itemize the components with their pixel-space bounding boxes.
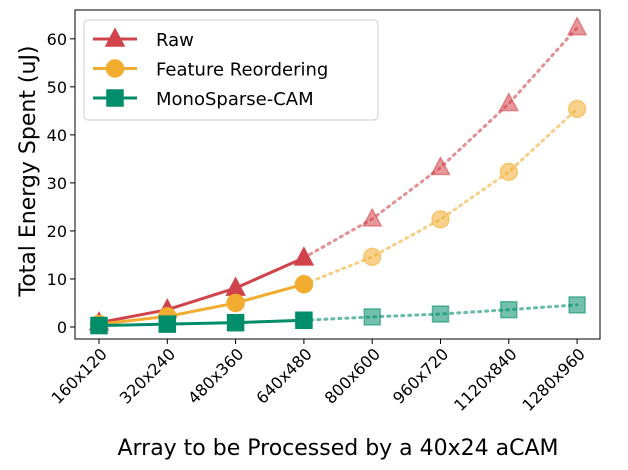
x-tick-label: 480x360	[184, 344, 247, 407]
series-raw-line	[98, 256, 305, 325]
x-tick-label: 160x120	[48, 344, 111, 407]
series-raw-point	[293, 246, 315, 266]
series-monosparse-cam-point	[500, 300, 518, 319]
y-tick-label: 40	[47, 126, 67, 145]
series-monosparse-cam-point	[90, 316, 108, 335]
series-feature-reordering-projected-line	[302, 107, 579, 286]
series-monosparse-cam-point	[431, 305, 450, 323]
series-feature-reordering-point	[294, 274, 314, 294]
y-tick-label: 20	[47, 222, 67, 241]
legend-feature-reordering-marker	[105, 59, 125, 78]
series-monosparse-cam-point	[226, 313, 245, 332]
legend-monosparse-cam-label: MonoSparse-CAM	[156, 89, 314, 110]
series-feature-reordering-point	[226, 293, 245, 313]
x-tick-label: 1280x960	[518, 344, 589, 415]
series-monosparse-cam-point	[295, 311, 313, 330]
y-tick-label: 50	[47, 78, 67, 97]
series-feature-reordering-point	[431, 210, 450, 229]
plot-frame	[74, 9, 601, 340]
x-tick-label: 320x240	[116, 344, 179, 407]
legend-feature-reordering-label: Feature Reordering	[156, 60, 328, 81]
series-raw-point	[498, 92, 520, 112]
x-tick-label: 800x600	[321, 344, 384, 407]
y-tick-label: 60	[47, 30, 67, 49]
legend-raw-label: Raw	[156, 30, 194, 51]
series-raw-point	[430, 155, 451, 176]
x-axis-title: Array to be Processed by a 40x24 aCAM	[117, 436, 558, 461]
series-monosparse-cam-point	[363, 308, 381, 326]
legend-raw-marker	[104, 27, 126, 47]
series-monosparse-cam-point	[158, 315, 177, 333]
plot-area	[88, 16, 588, 335]
series-raw-point	[566, 16, 588, 36]
series-feature-reordering-point	[499, 162, 519, 182]
series-feature-reordering-point	[362, 247, 382, 267]
series-monosparse-cam-line	[98, 318, 304, 328]
legend: Raw Feature Reordering MonoSparse-CAM	[83, 19, 379, 121]
x-tick-label: 640x480	[252, 344, 315, 407]
legend-monosparse-cam-marker	[106, 89, 124, 107]
y-tick-label: 30	[47, 174, 67, 193]
y-tick-label: 0	[57, 318, 67, 337]
series-monosparse-cam-point	[568, 296, 586, 314]
series-feature-reordering-line	[98, 282, 305, 326]
legend-box	[83, 19, 379, 121]
y-axis-title: Total Energy Spent (uJ)	[16, 45, 41, 297]
series-feature-reordering-point	[567, 99, 587, 119]
x-tick-label: 1120x840	[450, 344, 521, 415]
series-raw-point	[361, 207, 383, 227]
y-tick-label: 10	[47, 270, 67, 289]
x-tick-label: 960x720	[389, 344, 452, 407]
